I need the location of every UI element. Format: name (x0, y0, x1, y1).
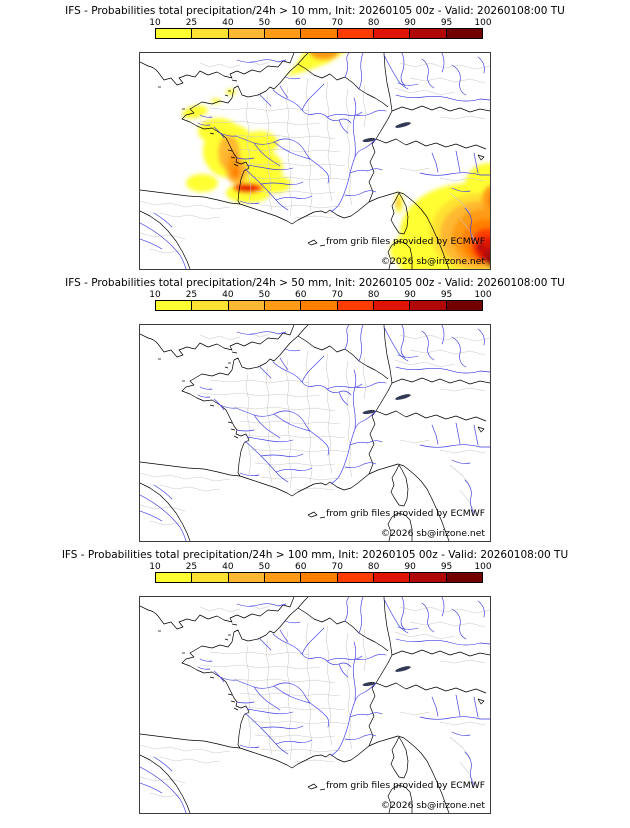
colorbar: 10 25 40 50 60 70 80 90 95 100 (149, 18, 492, 39)
colorbar-segment (263, 29, 301, 38)
precipitation-map-10mm: from grib files provided by ECMWF ©2026 … (140, 53, 490, 269)
tick-label: 80 (367, 18, 380, 28)
tick-label: 10 (149, 562, 161, 572)
tick-label: 90 (404, 290, 416, 300)
attribution-copyright: ©2026 sb@irizone.net (381, 800, 485, 811)
colorbar-segment (372, 301, 410, 310)
colorbar-gradient (155, 28, 483, 39)
panel-50mm: IFS - Probabilities total precipitation/… (0, 276, 630, 542)
tick-label: 40 (222, 562, 234, 572)
colorbar-segment (191, 573, 228, 582)
tick-label: 10 (149, 290, 161, 300)
colorbar-segment (300, 29, 337, 38)
map-50mm: from grib files provided by ECMWF ©2026 … (139, 324, 491, 542)
colorbar-segment (300, 573, 337, 582)
tick-label: 25 (185, 562, 198, 572)
colorbar-segment (409, 573, 446, 582)
attribution-copyright: ©2026 sb@irizone.net (381, 528, 485, 539)
tick-label: 80 (367, 290, 380, 300)
tick-label: 100 (474, 562, 492, 572)
colorbar: 10 25 40 50 60 70 80 90 95 100 (149, 562, 492, 583)
map-100mm: from grib files provided by ECMWF ©2026 … (139, 596, 491, 814)
tick-label: 70 (331, 18, 343, 28)
tick-label: 25 (185, 18, 198, 28)
precipitation-map-50mm: from grib files provided by ECMWF ©2026 … (140, 325, 490, 541)
tick-label: 40 (222, 18, 234, 28)
tick-label: 80 (367, 562, 380, 572)
tick-label: 90 (404, 562, 416, 572)
panel-title: IFS - Probabilities total precipitation/… (61, 549, 569, 561)
panel-10mm: IFS - Probabilities total precipitation/… (0, 4, 630, 270)
colorbar-ticks: 10 25 40 50 60 70 80 90 95 100 (149, 18, 491, 28)
tick-label: 50 (258, 562, 271, 572)
tick-label: 25 (185, 290, 198, 300)
colorbar-segment (263, 573, 301, 582)
tick-label: 95 (440, 18, 453, 28)
tick-label: 40 (222, 290, 234, 300)
attribution-ecmwf: from grib files provided by ECMWF (326, 780, 485, 791)
panel-title: IFS - Probabilities total precipitation/… (65, 5, 565, 17)
colorbar-segment (372, 573, 410, 582)
colorbar-segment (336, 573, 373, 582)
colorbar-segment (191, 29, 228, 38)
colorbar-segment (445, 29, 482, 38)
attribution-copyright: ©2026 sb@irizone.net (381, 256, 485, 267)
colorbar-segment (227, 573, 264, 582)
tick-label: 50 (258, 290, 271, 300)
colorbar-segment (156, 573, 192, 582)
colorbar-segment (445, 301, 482, 310)
tick-label: 60 (295, 290, 307, 300)
tick-label: 70 (331, 290, 343, 300)
colorbar-ticks: 10 25 40 50 60 70 80 90 95 100 (149, 562, 491, 572)
precipitation-map-100mm: from grib files provided by ECMWF ©2026 … (140, 597, 490, 813)
colorbar-segment (263, 301, 301, 310)
colorbar: 10 25 40 50 60 70 80 90 95 100 (149, 290, 492, 311)
tick-label: 60 (295, 18, 307, 28)
colorbar-segment (227, 301, 264, 310)
map-10mm: from grib files provided by ECMWF ©2026 … (139, 52, 491, 270)
colorbar-segment (191, 301, 228, 310)
colorbar-gradient (155, 300, 483, 311)
colorbar-ticks: 10 25 40 50 60 70 80 90 95 100 (149, 290, 491, 300)
tick-label: 95 (440, 562, 453, 572)
colorbar-segment (336, 301, 373, 310)
panel-100mm: IFS - Probabilities total precipitation/… (0, 548, 630, 814)
panel-title: IFS - Probabilities total precipitation/… (65, 277, 565, 289)
tick-label: 100 (474, 18, 492, 28)
colorbar-gradient (155, 572, 483, 583)
colorbar-segment (336, 29, 373, 38)
tick-label: 70 (331, 562, 343, 572)
tick-label: 10 (149, 18, 161, 28)
colorbar-segment (156, 301, 192, 310)
colorbar-segment (300, 301, 337, 310)
tick-label: 50 (258, 18, 271, 28)
tick-label: 100 (474, 290, 492, 300)
colorbar-segment (409, 29, 446, 38)
attribution-ecmwf: from grib files provided by ECMWF (326, 236, 485, 247)
colorbar-segment (409, 301, 446, 310)
tick-label: 90 (404, 18, 416, 28)
tick-label: 60 (295, 562, 307, 572)
colorbar-segment (156, 29, 192, 38)
colorbar-segment (227, 29, 264, 38)
colorbar-segment (372, 29, 410, 38)
attribution-ecmwf: from grib files provided by ECMWF (326, 508, 485, 519)
colorbar-segment (445, 573, 482, 582)
tick-label: 95 (440, 290, 453, 300)
